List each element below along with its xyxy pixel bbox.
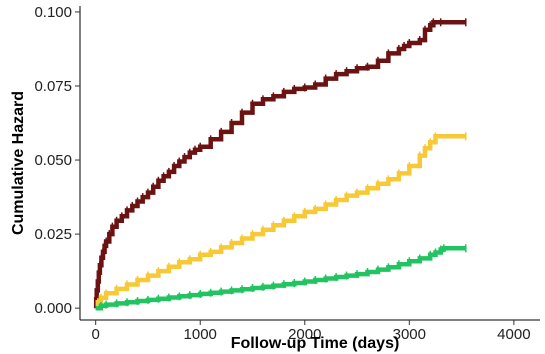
series-line-2 — [95, 134, 466, 311]
y-tick-label: 0.100 — [34, 4, 72, 21]
series-line-3 — [95, 246, 466, 311]
x-tick-label: 0 — [92, 326, 100, 343]
y-tick-label: 0.025 — [34, 226, 72, 243]
axes — [79, 6, 540, 321]
y-axis-title: Cumulative Hazard — [10, 91, 27, 235]
x-tick-label: 1000 — [184, 326, 217, 343]
x-tick-label: 3000 — [393, 326, 426, 343]
y-axis-ticks: 0.000 0.025 0.050 0.075 0.100 — [34, 4, 80, 317]
y-tick-label: 0.050 — [34, 152, 72, 169]
y-tick-label: 0.000 — [34, 300, 72, 317]
x-axis-title: Follow-up Time (days) — [231, 335, 400, 352]
x-axis-ticks: 0 1000 2000 3000 4000 — [92, 320, 531, 343]
x-tick-label: 4000 — [497, 326, 530, 343]
plot-area — [93, 18, 467, 311]
y-tick-label: 0.075 — [34, 78, 72, 95]
x-tick-label: 2000 — [288, 326, 321, 343]
